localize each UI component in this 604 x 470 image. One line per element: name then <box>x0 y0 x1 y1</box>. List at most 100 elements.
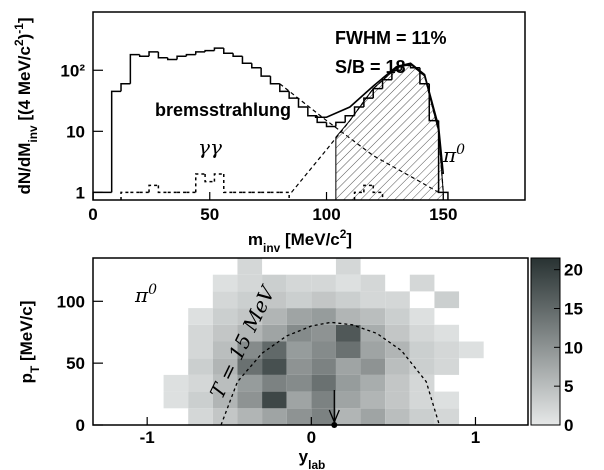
histogram-bin <box>391 69 402 80</box>
x-tick-label: 150 <box>429 205 457 224</box>
heatmap-cell <box>311 374 336 392</box>
peak-label: π0 <box>442 142 465 167</box>
heatmap-cell <box>286 374 312 392</box>
heatmap-cell <box>434 341 460 359</box>
histogram-bin <box>372 185 384 200</box>
histogram-bin <box>185 53 196 57</box>
y-axis-label-part: 2 <box>12 39 26 46</box>
histogram-bin <box>204 173 215 183</box>
heatmap-cell <box>286 408 312 425</box>
histogram-bin <box>194 173 206 193</box>
heatmap-cell <box>409 324 435 342</box>
histogram-bin <box>297 98 308 108</box>
colorbar-tick-label: 5 <box>564 377 573 396</box>
heatmap-cell <box>163 374 189 392</box>
histogram-bin <box>381 78 392 89</box>
x-tick-label: -1 <box>140 428 155 447</box>
y-axis-label-part: T <box>28 365 42 373</box>
histogram-bin <box>279 191 290 200</box>
histogram-bin <box>110 90 122 193</box>
heatmap-cell <box>262 341 287 359</box>
heatmap-cell <box>262 274 287 292</box>
histogram-bin <box>325 122 336 128</box>
histogram-bin <box>223 48 234 54</box>
heatmap-cell <box>237 308 263 325</box>
heatmap-cell <box>385 391 410 409</box>
histogram-bin <box>120 83 131 92</box>
heatmap-cell <box>188 324 213 342</box>
heatmap-cell <box>237 408 263 425</box>
heatmap-cell <box>459 341 484 359</box>
colorbar-tick-label: 20 <box>564 261 583 280</box>
heatmap-cell <box>409 408 435 425</box>
histogram-bin <box>129 53 140 84</box>
heatmap-cell <box>335 358 361 375</box>
histogram-bin <box>363 184 374 193</box>
heatmap-cell <box>237 341 263 359</box>
x-axis-label-part: inv <box>263 241 281 255</box>
histogram-bin <box>223 173 234 194</box>
x-axis-label-part: m <box>248 230 263 249</box>
y-tick-label: 50 <box>66 354 85 373</box>
heatmap-cell <box>311 324 336 342</box>
heatmap-cell <box>286 391 312 409</box>
heatmap-cell <box>409 391 435 409</box>
signal-area <box>335 63 444 200</box>
histogram-bin <box>260 67 271 77</box>
heatmap-cell <box>286 274 312 292</box>
heatmap-cell <box>335 374 361 392</box>
plot-frame <box>92 257 529 426</box>
heatmap-cell <box>360 324 386 342</box>
x-axis-label-part: 2 <box>340 227 347 241</box>
histogram-bin <box>335 121 346 127</box>
heatmap-cell <box>385 324 410 342</box>
heatmap-cell <box>212 324 238 342</box>
x-tick-label: 0 <box>307 428 316 447</box>
peak-label-part: 0 <box>456 142 465 158</box>
histogram-bin <box>316 115 327 124</box>
heatmap-cell <box>311 341 336 359</box>
histogram-bin <box>279 83 290 93</box>
histogram-bin <box>372 87 383 99</box>
y-tick-label: 10 <box>66 122 85 141</box>
histogram-bin <box>363 97 374 108</box>
heatmap-cell <box>212 274 238 292</box>
heatmap-cell <box>360 374 386 392</box>
peak-label-part: π <box>442 143 457 167</box>
heatmap-cell <box>188 391 213 409</box>
heatmap-cell <box>237 258 263 275</box>
x-axis-label-part: ] <box>346 230 352 249</box>
histogram-bin <box>93 191 103 200</box>
x-tick-label: 100 <box>312 205 340 224</box>
heatmap-cell <box>409 341 435 359</box>
midrapidity-arrow <box>328 390 340 424</box>
panel-label: π0 <box>134 282 157 307</box>
heatmap-cell <box>385 358 410 375</box>
histogram-bin <box>213 47 224 51</box>
heatmap-cell <box>212 391 238 409</box>
heatmap-cell <box>335 291 361 309</box>
heatmap-cell <box>360 358 386 375</box>
x-axis-label-part: lab <box>308 458 325 470</box>
heatmap-cell <box>311 358 336 375</box>
x-axis-label-part: y <box>299 447 309 466</box>
colorbar-tick-label: 0 <box>564 416 573 435</box>
heatmap-cell <box>286 308 312 325</box>
histogram-bin <box>157 51 168 59</box>
heatmap-cell <box>311 291 336 309</box>
y-axis-label-part: ) <box>15 34 34 40</box>
heatmap-cell <box>385 374 410 392</box>
heatmap-cell <box>311 274 336 292</box>
heatmap-cell <box>409 274 435 292</box>
histogram-bin <box>419 67 430 85</box>
x-tick-label: 1 <box>471 428 480 447</box>
histogram-bin <box>157 185 168 194</box>
heatmap-cell <box>188 341 213 359</box>
y-tick-label: 10² <box>60 61 85 80</box>
y-axis-label: pT [MeV/c] <box>17 301 42 384</box>
histogram-bin <box>204 49 215 52</box>
heatmap-cell <box>262 408 287 425</box>
histogram-bin <box>138 54 150 57</box>
y-tick-label: 0 <box>76 416 85 435</box>
